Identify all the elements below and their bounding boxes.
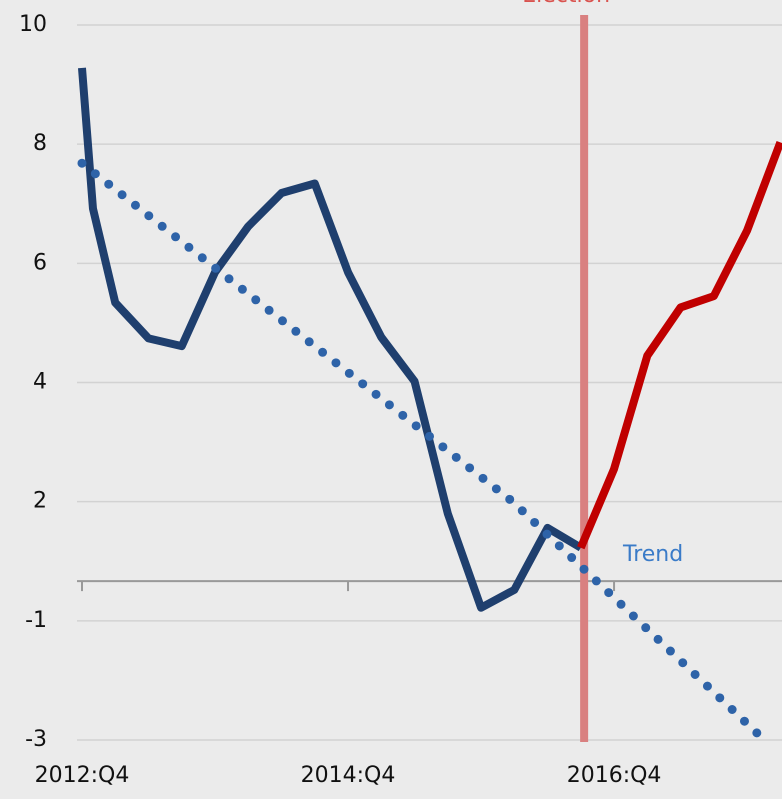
y-tick-label: 10 bbox=[19, 12, 47, 37]
trend-line bbox=[77, 158, 769, 744]
series-line bbox=[577, 140, 782, 550]
y-tick-label: 6 bbox=[33, 250, 47, 275]
series-line bbox=[78, 67, 583, 612]
series-label: Trend bbox=[622, 542, 683, 567]
y-tick-label: -3 bbox=[25, 727, 47, 752]
x-tick-label: 2016:Q4 bbox=[567, 763, 662, 788]
y-tick-label: 4 bbox=[33, 370, 47, 395]
y-tick-label: -1 bbox=[25, 608, 47, 633]
y-tick-label: 2 bbox=[33, 489, 47, 514]
annotation-label: Election bbox=[522, 0, 610, 8]
x-tick-label: 2012:Q4 bbox=[35, 763, 130, 788]
y-tick-label: 8 bbox=[33, 131, 47, 156]
x-tick-label: 2014:Q4 bbox=[301, 763, 396, 788]
